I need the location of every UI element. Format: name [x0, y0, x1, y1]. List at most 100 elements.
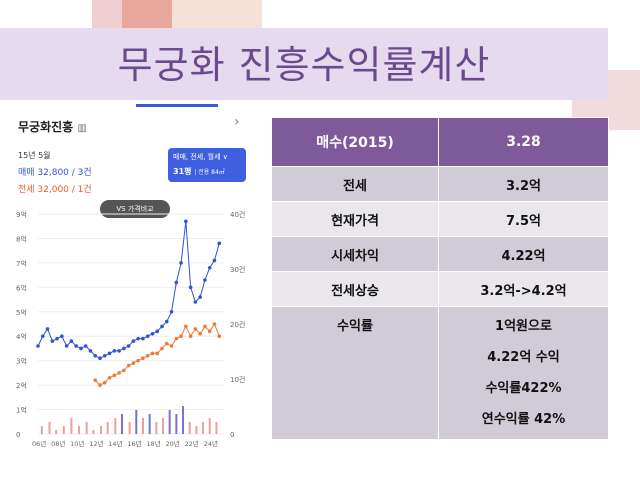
- row-label: 시세차익: [271, 236, 439, 272]
- volume-bar: [78, 426, 81, 434]
- data-point: [155, 329, 160, 334]
- apartment-name: 무궁화진흥 ▥: [18, 118, 87, 135]
- yield-table: 매수(2015) 3.28 전세 3.2억 현재가격 7.5억 시세차익 4.2…: [271, 117, 609, 440]
- y-tick-label: 8억: [16, 235, 27, 243]
- data-point: [193, 300, 198, 304]
- table-row: 전세상승 3.2억->4.2억: [271, 271, 609, 307]
- y-right-tick-label: 0: [230, 431, 234, 439]
- data-point: [217, 241, 222, 246]
- data-point: [179, 334, 183, 339]
- data-point: [212, 322, 217, 326]
- data-point: [50, 339, 55, 343]
- x-tick-label: 12년: [89, 439, 103, 448]
- data-point: [126, 363, 131, 368]
- x-tick-label: 20년: [166, 439, 180, 448]
- x-tick-label: 18년: [146, 439, 160, 448]
- data-point: [141, 356, 145, 361]
- price-history-chart: 0 1억 2억 3억 4억 5억 6억 7억 8억 9억 0 10건 20건 30건 40건 06년 08년 10…: [16, 210, 245, 448]
- y-tick-label: 7억: [16, 260, 27, 268]
- y-right-tick-label: 30건: [230, 265, 245, 274]
- deal-type-selector[interactable]: 매매, 전세, 월세 ∨ 31평 | 전용 84㎡: [168, 148, 246, 182]
- volume-bar: [114, 418, 117, 434]
- data-point: [198, 295, 202, 299]
- volume-bar: [85, 422, 88, 434]
- y-tick-label: 5억: [16, 309, 27, 317]
- data-point: [112, 373, 117, 378]
- data-point: [188, 285, 193, 290]
- x-tick-label: 10년: [70, 439, 84, 448]
- volume-bar: [168, 410, 171, 434]
- slide-title: 무궁화 진흥수익률계산: [117, 43, 491, 87]
- data-point: [64, 344, 69, 348]
- volume-bar: [62, 426, 65, 434]
- x-tick-label: 14년: [108, 439, 122, 448]
- data-point: [179, 261, 183, 265]
- yield-line: 연수익률 42%: [481, 412, 566, 427]
- data-point: [207, 265, 212, 270]
- x-tick-label: 22년: [185, 439, 199, 448]
- data-point: [131, 339, 136, 343]
- data-point: [169, 309, 174, 314]
- data-point: [60, 334, 64, 339]
- volume-bar: [195, 426, 198, 434]
- volume-bar: [106, 422, 109, 434]
- row-value: 1억원으로 4.22억 수익 수익률422% 연수익률 42%: [438, 306, 609, 440]
- building-icon: ▥: [77, 123, 87, 134]
- y-tick-label: 3억: [16, 358, 27, 366]
- y-tick-label: 6억: [16, 284, 27, 292]
- volume-bar: [208, 418, 211, 434]
- table-row: 현재가격 7.5억: [271, 201, 609, 237]
- row-label: 현재가격: [271, 201, 439, 237]
- transaction-date: 15년 5월: [18, 151, 51, 160]
- volume-bar: [40, 426, 43, 434]
- volume-bar: [100, 426, 102, 434]
- sale-price-line: 매매 32,800 / 3건: [18, 168, 92, 178]
- unit-size-pyeong: 31평: [173, 167, 192, 176]
- data-point: [102, 380, 107, 385]
- row-value: 7.5억: [438, 201, 609, 237]
- row-value: 3.2억->4.2억: [438, 271, 609, 307]
- y-tick-label: 4억: [16, 333, 27, 341]
- data-point: [155, 351, 160, 356]
- y-tick-label: 0: [16, 431, 20, 439]
- data-point: [193, 327, 198, 331]
- volume-bar: [155, 422, 158, 434]
- data-point: [212, 258, 217, 263]
- data-point: [74, 344, 78, 348]
- table-row: 시세차익 4.22억: [271, 236, 609, 272]
- volume-bar: [175, 414, 178, 434]
- data-point: [217, 334, 222, 339]
- volume-bar: [92, 430, 95, 434]
- data-point: [126, 344, 131, 348]
- yield-line: 1억원으로: [495, 319, 552, 334]
- data-point: [93, 353, 98, 358]
- data-point: [102, 353, 107, 358]
- data-point: [145, 334, 150, 339]
- volume-bar: [202, 422, 205, 434]
- decor-block: [92, 0, 122, 30]
- data-point: [107, 375, 112, 380]
- deal-type-label: 매매, 전세, 월세 ∨: [173, 153, 228, 161]
- data-point: [40, 334, 45, 339]
- y-tick-label: 2억: [16, 382, 27, 390]
- tab-indicator: [136, 104, 218, 107]
- data-point: [164, 341, 169, 346]
- row-value: 4.22억: [438, 236, 609, 272]
- yield-line: 수익률422%: [485, 381, 562, 396]
- data-point: [141, 336, 145, 341]
- data-point: [136, 358, 140, 363]
- row-label: 수익률: [271, 306, 439, 440]
- data-point: [98, 356, 102, 361]
- unit-size-area: | 전용 84㎡: [194, 169, 225, 176]
- data-point: [164, 319, 169, 324]
- row-value: 3.2억: [438, 166, 609, 202]
- yield-line: 4.22억 수익: [487, 350, 560, 365]
- volume-bar: [48, 422, 51, 434]
- row-label: 전세상승: [271, 271, 439, 307]
- volume-bar: [55, 430, 58, 434]
- data-point: [88, 349, 93, 353]
- chevron-right-icon[interactable]: ›: [234, 114, 240, 130]
- data-point: [150, 331, 155, 336]
- data-point: [160, 324, 164, 329]
- data-point: [169, 344, 174, 348]
